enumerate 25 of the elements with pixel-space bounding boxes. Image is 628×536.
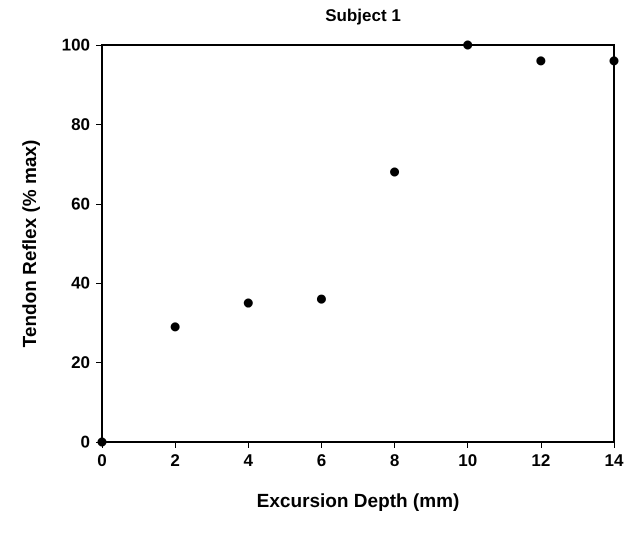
x-tick-label: 2 bbox=[170, 451, 180, 470]
y-axis-title: Tendon Reflex (% max) bbox=[20, 140, 41, 348]
x-tick-label: 10 bbox=[458, 451, 478, 470]
point bbox=[170, 322, 180, 332]
y-tick-label: 20 bbox=[71, 353, 90, 372]
x-tick-label: 0 bbox=[97, 451, 107, 470]
point bbox=[390, 168, 400, 177]
x-axis-title: Excursion Depth (mm) bbox=[256, 491, 460, 512]
point bbox=[536, 56, 546, 66]
y-tick-label: 40 bbox=[71, 274, 90, 293]
y-tick-label: 0 bbox=[80, 432, 90, 452]
point bbox=[610, 56, 618, 66]
y-tick-label: 80 bbox=[71, 114, 90, 134]
x-tick-label: 4 bbox=[244, 451, 254, 470]
point bbox=[98, 438, 106, 446]
x-tick-label: 14 bbox=[604, 451, 624, 470]
x-tick-label: 8 bbox=[390, 451, 400, 470]
y-tick-label: 60 bbox=[71, 194, 90, 214]
chart-title: Subject 1 bbox=[325, 6, 401, 25]
point bbox=[316, 294, 326, 304]
point bbox=[244, 298, 253, 308]
y-tick-label: 100 bbox=[62, 36, 90, 54]
x-tick-label: 6 bbox=[316, 451, 326, 470]
x-tick-label: 12 bbox=[531, 451, 550, 470]
point bbox=[463, 40, 472, 50]
